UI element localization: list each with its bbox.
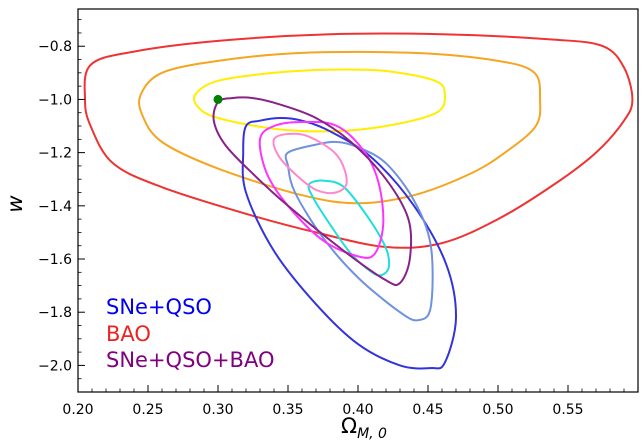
x-tick-label: 0.25 <box>132 402 163 418</box>
legend-entry-sne-qso-bao: SNe+QSO+BAO <box>106 348 274 372</box>
contour-5 <box>307 179 391 277</box>
contour-7 <box>272 132 348 195</box>
x-tick-label: 0.45 <box>412 402 443 418</box>
legend-entry-bao: BAO <box>106 322 151 346</box>
legend-entry-sne-qso: SNe+QSO <box>106 295 212 319</box>
contour-1 <box>138 50 542 205</box>
plot-frame <box>77 8 639 393</box>
contour-3 <box>241 116 458 370</box>
x-tick-label: 0.30 <box>202 402 233 418</box>
contour-0 <box>83 32 634 249</box>
x-tick-label: 0.50 <box>482 402 513 418</box>
x-tick-label: 0.35 <box>272 402 303 418</box>
y-tick-label: −1.0 <box>38 92 72 108</box>
x-axis-label: ΩM, 0 <box>341 414 387 441</box>
legend: SNe+QSO BAO SNe+QSO+BAO <box>106 295 274 372</box>
y-tick-label: −1.8 <box>38 305 72 321</box>
y-axis: −0.8 −1.0 −1.2 −1.4 −1.6 −1.8 −2.0 <box>38 19 85 393</box>
contour-8 <box>212 96 413 287</box>
y-tick-label: −1.2 <box>38 146 72 162</box>
contour-4 <box>284 140 434 322</box>
contour-2 <box>193 68 446 133</box>
y-axis-label: w <box>3 195 27 213</box>
contour-layer <box>83 32 634 370</box>
y-tick-label: −2.0 <box>38 358 72 374</box>
y-tick-label: −1.4 <box>38 199 72 215</box>
reference-point <box>213 94 223 104</box>
x-axis: 0.20 0.25 0.30 0.35 0.40 0.45 0.50 0.55 <box>62 385 625 418</box>
y-tick-label: −1.6 <box>38 252 72 268</box>
y-tick-label: −0.8 <box>38 39 72 55</box>
x-tick-label: 0.20 <box>62 402 93 418</box>
x-tick-label: 0.40 <box>342 402 373 418</box>
x-tick-label: 0.55 <box>552 402 583 418</box>
